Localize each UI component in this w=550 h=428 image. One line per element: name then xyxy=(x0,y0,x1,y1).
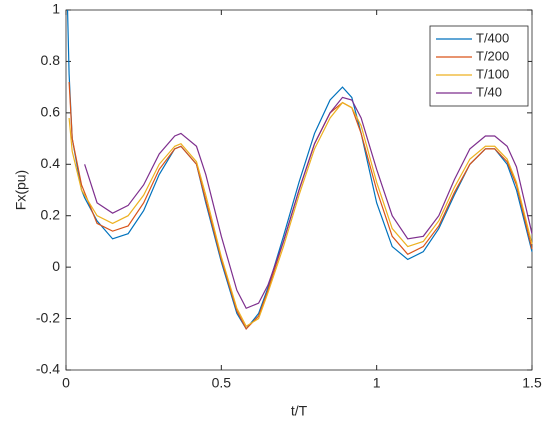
y-tick-label: 0.8 xyxy=(41,52,61,68)
legend-label: T/200 xyxy=(476,48,509,63)
y-tick-label: 1 xyxy=(52,1,60,17)
legend-label: T/400 xyxy=(476,30,509,45)
y-axis-label: Fx(pu) xyxy=(13,170,29,210)
y-tick-label: -0.2 xyxy=(36,309,60,325)
y-tick-label: 0 xyxy=(52,258,60,274)
y-tick-label: 0.4 xyxy=(41,155,61,171)
x-axis-label: t/T xyxy=(291,403,308,419)
series-line xyxy=(84,96,533,310)
y-tick-label: 0.6 xyxy=(41,104,61,120)
x-tick-label: 0 xyxy=(62,375,70,391)
series-line xyxy=(68,101,533,328)
y-tick-label: 0.2 xyxy=(41,206,61,222)
x-tick-label: 1.5 xyxy=(522,375,542,391)
legend-label: T/40 xyxy=(476,84,502,99)
x-tick-label: 0.5 xyxy=(212,375,232,391)
x-tick-label: 1 xyxy=(373,375,381,391)
legend-label: T/100 xyxy=(476,66,509,81)
y-tick-label: -0.4 xyxy=(36,361,60,377)
